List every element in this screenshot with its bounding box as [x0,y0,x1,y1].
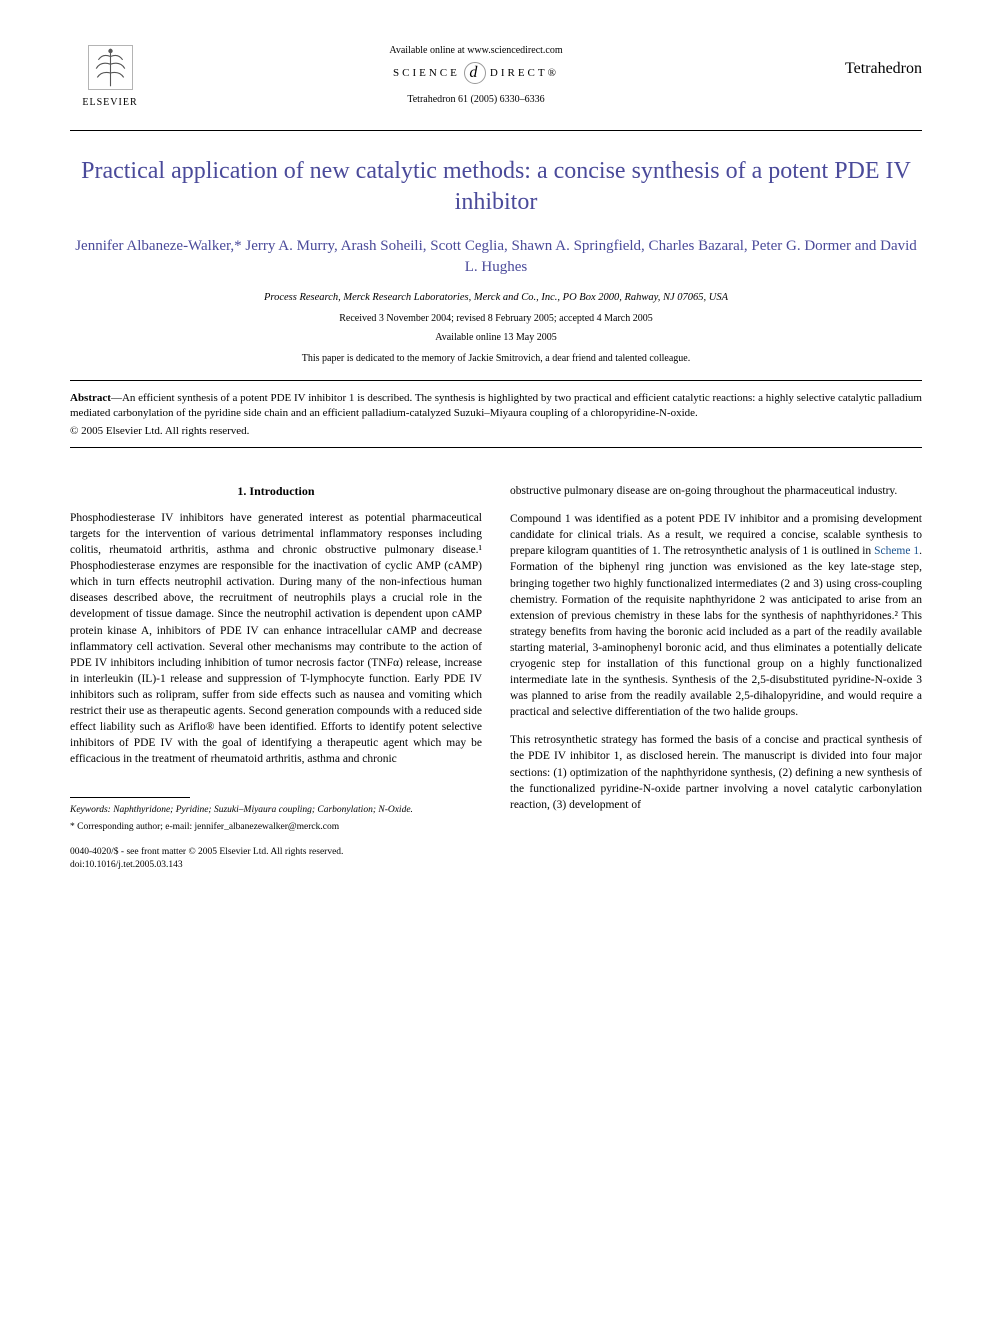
footnote-divider [70,797,190,798]
abstract-copyright: © 2005 Elsevier Ltd. All rights reserved… [70,425,922,437]
article-title: Practical application of new catalytic m… [70,156,922,218]
journal-name: Tetrahedron [802,40,922,78]
affiliation: Process Research, Merck Research Laborat… [70,292,922,303]
left-column: 1. Introduction Phosphodiesterase IV inh… [70,483,482,873]
article-dates: Received 3 November 2004; revised 8 Febr… [70,313,922,324]
available-online-text: Available online at www.sciencedirect.co… [150,45,802,56]
authors-list: Jennifer Albaneze-Walker,* Jerry A. Murr… [70,236,922,278]
col2-p2-part-b: . Formation of the biphenyl ring junctio… [510,545,922,718]
abstract-label: Abstract [70,392,111,404]
col2-paragraph-1: obstructive pulmonary disease are on-goi… [510,483,922,499]
page-header: ELSEVIER Available online at www.science… [70,40,922,110]
section-1-heading: 1. Introduction [70,483,482,500]
right-column: obstructive pulmonary disease are on-goi… [510,483,922,873]
col2-p2-part-a: Compound 1 was identified as a potent PD… [510,513,922,557]
col2-paragraph-2: Compound 1 was identified as a potent PD… [510,511,922,720]
dedication-text: This paper is dedicated to the memory of… [70,353,922,364]
body-columns: 1. Introduction Phosphodiesterase IV inh… [70,483,922,873]
elsevier-logo: ELSEVIER [70,40,150,108]
science-direct-icon: d [464,62,486,84]
corresponding-author: * Corresponding author; e-mail: jennifer… [70,821,482,834]
col2-paragraph-3: This retrosynthetic strategy has formed … [510,732,922,812]
header-divider [70,130,922,131]
abstract-text: Abstract—An efficient synthesis of a pot… [70,391,922,421]
science-direct-logo: SCIENCE d DIRECT® [150,62,802,84]
center-header: Available online at www.sciencedirect.co… [150,40,802,110]
keywords-text: Naphthyridone; Pyridine; Suzuki–Miyaura … [111,805,413,815]
science-direct-left: SCIENCE [393,67,460,79]
available-online-date: Available online 13 May 2005 [70,332,922,343]
science-direct-right: DIRECT® [490,67,559,79]
elsevier-tree-icon [83,40,138,95]
scheme-1-link[interactable]: Scheme 1 [874,545,919,557]
elsevier-label: ELSEVIER [82,97,137,108]
intro-paragraph-1: Phosphodiesterase IV inhibitors have gen… [70,510,482,768]
journal-reference: Tetrahedron 61 (2005) 6330–6336 [150,94,802,105]
keywords-line: Keywords: Naphthyridone; Pyridine; Suzuk… [70,804,482,816]
keywords-label: Keywords: [70,805,111,815]
abstract-body: —An efficient synthesis of a potent PDE … [70,392,922,419]
abstract-block: Abstract—An efficient synthesis of a pot… [70,380,922,448]
footer-copyright: 0040-4020/$ - see front matter © 2005 El… [70,846,482,859]
doi-text: doi:10.1016/j.tet.2005.03.143 [70,859,482,872]
